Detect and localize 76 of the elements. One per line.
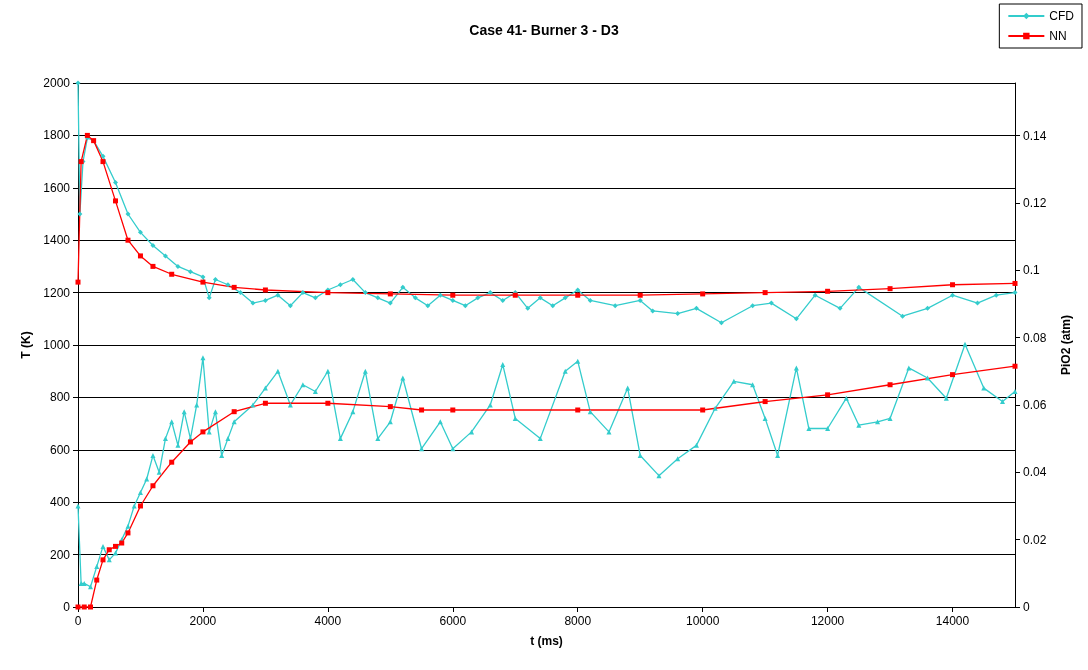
point [231,284,237,290]
x-tick-label: 14000 [935,614,970,628]
point [950,282,956,288]
point [262,287,268,293]
point [450,407,456,413]
point [637,292,643,298]
point [1012,280,1018,286]
y-tick-label: 600 [49,442,71,457]
point [231,409,237,415]
point [762,290,768,296]
point [169,459,175,465]
point [112,543,118,549]
point [150,483,156,489]
point [387,291,393,297]
point [106,547,112,553]
x-tick-label: 4000 [314,614,342,628]
x-tick-label: 8000 [564,614,592,628]
y-tick-label: 1800 [43,128,71,143]
x-tick-label: 12000 [810,614,845,628]
point [825,392,831,398]
point [762,399,768,405]
point [450,292,456,298]
y2-tick-label: 0.1 [1023,263,1041,278]
legend-label: CFD [1049,9,1075,23]
point [94,577,100,583]
y2-tick-label: 0.08 [1023,330,1047,345]
point [125,530,131,536]
y-tick-label: 1400 [43,233,71,248]
point [100,557,106,563]
y-tick-label: 1000 [43,338,71,352]
point [87,604,93,610]
y2-tick-label: 0.04 [1023,465,1047,480]
point [825,288,831,294]
point [575,292,581,298]
y-tick-label: 200 [49,547,71,562]
point [887,382,893,388]
point [100,159,106,165]
x-tick-label: 0 [74,614,82,628]
point [419,407,425,413]
y-tick-label: 1600 [43,180,71,195]
point [950,372,956,378]
point [387,404,393,410]
point [575,407,581,413]
x-tick-label: 2000 [189,614,217,628]
y-tick-label: 2000 [43,76,71,90]
point [169,271,175,277]
y2-tick-label: 0.06 [1023,397,1047,412]
point [262,400,268,406]
x-axis-title: t (ms) [530,634,563,648]
point [137,253,143,259]
point [75,279,81,285]
point [700,291,706,297]
legend-label: NN [1049,29,1067,43]
point [200,429,206,435]
y-tick-label: 800 [49,390,71,405]
x-tick-label: 10000 [685,614,720,628]
y2-tick-label: 0.02 [1023,532,1047,547]
y-axis-title: T (K) [19,331,34,359]
point [125,237,131,243]
point [325,400,331,406]
y-tick-label: 1200 [43,285,71,300]
y2-tick-label: 0.14 [1023,128,1047,143]
point [112,198,118,204]
chart-title: Case 41- Burner 3 - D3 [469,22,619,38]
y2-axis-title: PiO2 (atm) [1059,314,1073,376]
point [137,503,143,509]
point [700,407,706,413]
y-tick-label: 400 [49,495,71,510]
y2-tick-label: 0 [1023,600,1030,614]
point [1012,363,1018,369]
y2-tick-label: 0.12 [1023,195,1047,210]
point [887,286,893,292]
point [150,263,156,269]
x-tick-label: 6000 [439,614,467,628]
point [200,279,206,285]
y-tick-label: 0 [63,600,71,614]
